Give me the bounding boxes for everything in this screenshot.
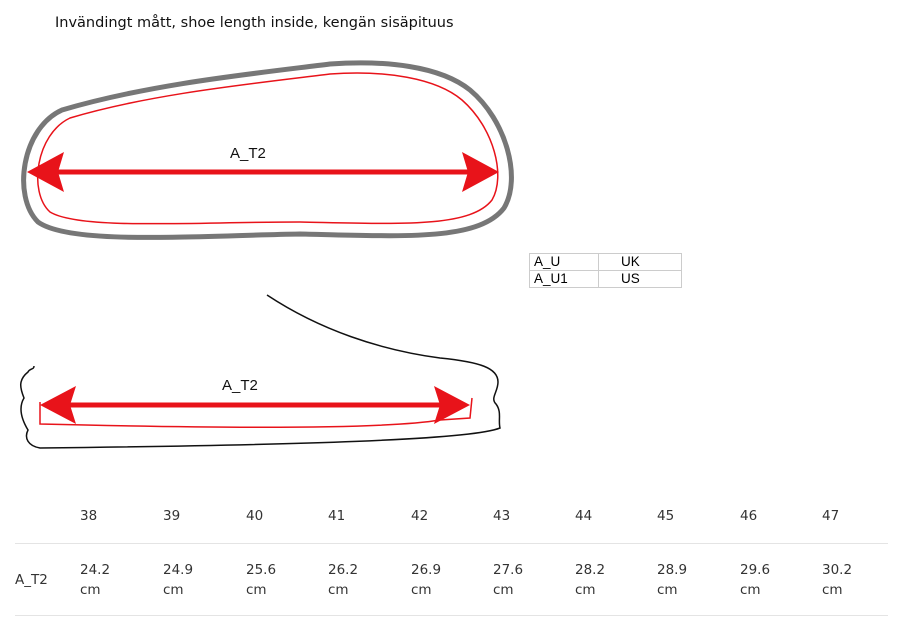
arrow-head: [40, 386, 76, 424]
legend-row: A_U UK: [529, 253, 682, 271]
legend-cell: A_U: [529, 253, 599, 271]
size-header: 39: [163, 508, 181, 524]
measure-label: A_T2: [230, 145, 266, 162]
size-value: 27.6 cm: [493, 562, 524, 598]
arrow-head: [434, 386, 470, 424]
size-header: 44: [575, 508, 593, 524]
size-header: 46: [740, 508, 758, 524]
insole-side: [39, 397, 473, 429]
divider: [15, 615, 888, 616]
size-value: 28.9 cm: [657, 562, 688, 598]
divider: [15, 543, 888, 544]
shoe-outline: [21, 60, 514, 240]
size-header: 42: [411, 508, 429, 524]
arrow-head: [27, 152, 64, 192]
size-value: 24.2 cm: [80, 562, 111, 598]
size-value: 25.6 cm: [246, 562, 277, 598]
arrow-head: [462, 152, 499, 192]
size-header: 41: [328, 508, 346, 524]
size-value: 26.2 cm: [328, 562, 359, 598]
legend-cell: US: [598, 270, 682, 288]
size-value: 30.2 cm: [822, 562, 853, 598]
size-value: 28.2 cm: [575, 562, 606, 598]
page-title: Invändingt mått, shoe length inside, ken…: [55, 15, 454, 31]
size-value: 24.9 cm: [163, 562, 194, 598]
size-value: 26.9 cm: [411, 562, 442, 598]
size-header: 45: [657, 508, 675, 524]
legend-cell: A_U1: [529, 270, 599, 288]
legend-table: A_U UK A_U1 US: [529, 253, 682, 288]
shoe-side-outline: [20, 294, 501, 449]
size-header: 40: [246, 508, 264, 524]
size-value: 29.6 cm: [740, 562, 771, 598]
size-header: 47: [822, 508, 840, 524]
row-label: A_T2: [15, 572, 48, 588]
insole-outline: [37, 72, 499, 225]
size-header: 43: [493, 508, 511, 524]
measure-label: A_T2: [222, 377, 258, 394]
legend-row: A_U1 US: [529, 270, 682, 288]
size-header: 38: [80, 508, 98, 524]
legend-cell: UK: [598, 253, 682, 271]
